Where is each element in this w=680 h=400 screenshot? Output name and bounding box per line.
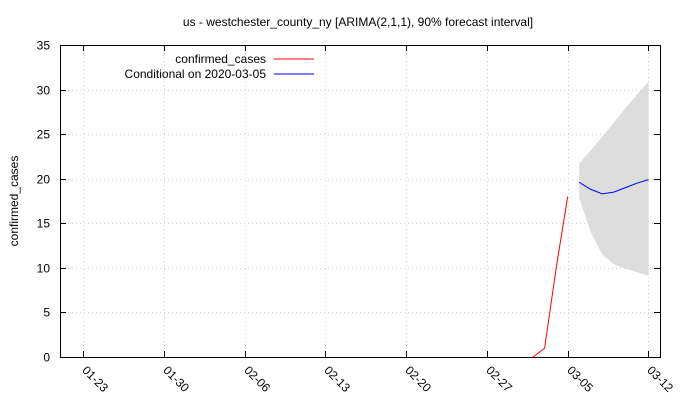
series-line-confirmed-cases (532, 196, 569, 358)
plot-frame (60, 45, 661, 358)
x-tick-label: 02-13 (321, 363, 353, 395)
series-lines (532, 179, 649, 358)
x-tick-label: 02-27 (483, 363, 515, 395)
forecast-interval-area (579, 81, 649, 276)
y-tick-label: 30 (37, 84, 51, 98)
y-tick-label: 0 (43, 351, 50, 365)
legend-label: Conditional on 2020-03-05 (125, 67, 267, 81)
y-tick-label: 15 (37, 217, 51, 231)
y-tick-label: 25 (37, 128, 51, 142)
x-tick-label: 01-23 (79, 363, 111, 395)
x-tick-label: 03-12 (644, 363, 676, 395)
x-tick-label: 03-05 (564, 363, 596, 395)
grid (60, 45, 660, 357)
y-axis-label: confirmed_cases (7, 156, 21, 247)
y-tick-label: 5 (43, 306, 50, 320)
y-tick-label: 35 (37, 39, 51, 53)
x-tick-label: 01-30 (160, 363, 192, 395)
series-line-forecast (578, 179, 649, 195)
forecast-interval-band (579, 81, 649, 276)
y-tick-label: 20 (37, 173, 51, 187)
chart-title: us - westchester_county_ny [ARIMA(2,1,1)… (183, 15, 533, 29)
y-tick-label: 10 (37, 262, 51, 276)
legend-label: confirmed_cases (175, 52, 266, 66)
x-tick-label: 02-06 (241, 363, 273, 395)
x-tick-label: 02-20 (402, 363, 434, 395)
axis-ticks: 0 5 10 15 20 25 30 35 01-23 01-30 02-06 02-13 02-20 0… (37, 39, 677, 396)
